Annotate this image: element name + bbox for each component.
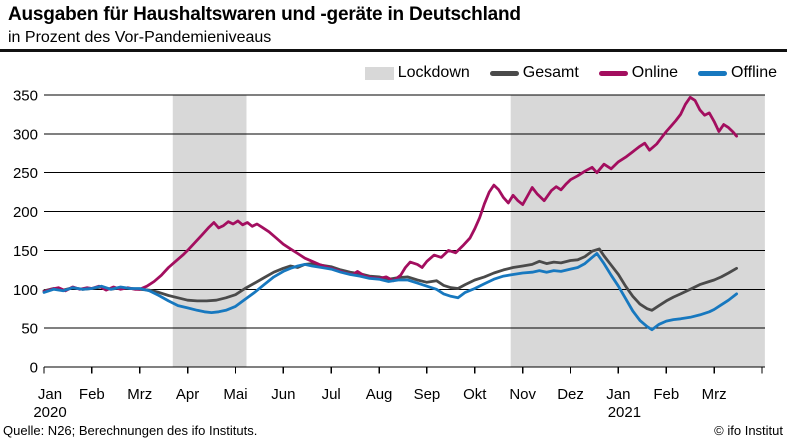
- legend-label: Offline: [731, 64, 777, 81]
- x-tick-label: Aug: [366, 386, 393, 403]
- legend-swatch-gesamt: [489, 70, 519, 76]
- chart-footer: Quelle: N26; Berechnungen des ifo Instit…: [3, 423, 783, 438]
- legend-item-lockdown: Lockdown: [364, 64, 470, 82]
- page-title: Ausgaben für Haushaltswaren und -geräte …: [8, 4, 521, 25]
- x-tick-label: Sep: [414, 386, 441, 403]
- y-tick-label: 350: [13, 88, 38, 105]
- x-tick-label: Jan: [38, 386, 62, 403]
- lockdown-band: [172, 95, 247, 367]
- y-tick-label: 200: [13, 204, 38, 221]
- legend-item-offline: Offline: [698, 64, 777, 82]
- x-year-label: 2020: [33, 404, 66, 421]
- x-tick-label: Jul: [322, 386, 341, 403]
- legend-swatch-offline: [698, 70, 728, 76]
- series-gesamt-line: [42, 247, 738, 312]
- page-subtitle: in Prozent des Vor-Pandemieniveaus: [8, 29, 272, 46]
- x-tick-label: Mrz: [127, 386, 152, 403]
- legend-swatch-online: [598, 70, 628, 76]
- legend-item-gesamt: Gesamt: [489, 64, 579, 82]
- x-tick-label: Nov: [509, 386, 536, 403]
- x-tick-label: Feb: [79, 386, 105, 403]
- x-tick-label: Jun: [271, 386, 295, 403]
- y-tick-label: 300: [13, 126, 38, 143]
- chart-header: Ausgaben für Haushaltswaren und -geräte …: [8, 3, 779, 48]
- y-tick-label: 100: [13, 282, 38, 299]
- x-tick-label: Mrz: [702, 386, 727, 403]
- lockdown-band: [510, 95, 765, 367]
- y-tick-label: 0: [30, 360, 38, 377]
- x-tick-label: Feb: [653, 386, 679, 403]
- chart-canvas: 0 50 100 150 200 250 300 350 Jan Feb Mrz Apr Mai Jun J…: [13, 88, 765, 421]
- legend-label: Online: [631, 64, 679, 81]
- legend-item-online: Online: [598, 64, 679, 82]
- legend-label: Gesamt: [522, 64, 579, 81]
- source-note: Quelle: N26; Berechnungen des ifo Instit…: [3, 423, 258, 438]
- y-tick-label: 150: [13, 243, 38, 260]
- x-tick-label: Jan: [606, 386, 630, 403]
- chart-legend: Lockdown Gesamt Online Offline: [364, 60, 777, 86]
- series-online-line: [42, 95, 738, 294]
- copyright-note: © ifo Institut: [714, 423, 783, 438]
- header-divider: [0, 49, 787, 52]
- series-offline-line: [42, 252, 738, 332]
- y-tick-label: 250: [13, 165, 38, 182]
- legend-swatch-lockdown: [364, 66, 394, 80]
- legend-label: Lockdown: [397, 64, 470, 81]
- x-tick-label: Dez: [557, 386, 584, 403]
- x-tick-label: Okt: [463, 386, 487, 403]
- x-tick-label: Apr: [176, 386, 199, 403]
- x-year-label: 2021: [608, 404, 641, 421]
- x-tick-label: Mai: [223, 386, 247, 403]
- y-tick-label: 50: [21, 321, 38, 338]
